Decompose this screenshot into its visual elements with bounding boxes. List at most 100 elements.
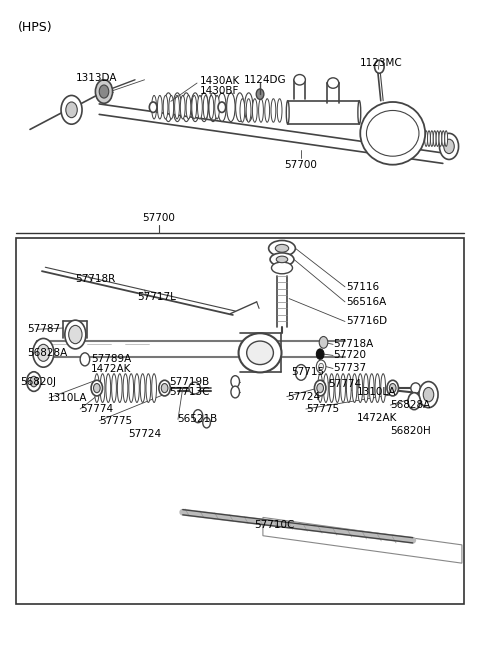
Ellipse shape [203, 96, 208, 119]
Ellipse shape [436, 131, 439, 146]
Circle shape [161, 384, 168, 393]
Circle shape [423, 388, 434, 402]
Ellipse shape [191, 93, 199, 121]
Text: 57724: 57724 [128, 429, 161, 439]
Text: 57700: 57700 [285, 160, 318, 170]
Text: 1430AK: 1430AK [199, 76, 240, 86]
Ellipse shape [134, 374, 139, 403]
Circle shape [65, 320, 86, 349]
Text: 1472AK: 1472AK [91, 364, 132, 374]
Ellipse shape [425, 131, 428, 146]
Circle shape [419, 382, 438, 407]
Circle shape [69, 325, 82, 344]
Ellipse shape [369, 374, 374, 403]
Text: 57716D: 57716D [346, 316, 387, 327]
Text: 57717L: 57717L [137, 292, 176, 302]
Ellipse shape [428, 131, 431, 146]
Circle shape [440, 133, 458, 159]
Ellipse shape [200, 93, 208, 121]
Ellipse shape [146, 374, 151, 403]
Text: 57715: 57715 [291, 367, 324, 377]
Ellipse shape [236, 93, 244, 121]
Ellipse shape [209, 96, 214, 119]
Ellipse shape [192, 96, 197, 119]
Circle shape [231, 376, 240, 388]
Ellipse shape [439, 131, 442, 146]
Ellipse shape [324, 374, 328, 403]
Ellipse shape [352, 374, 357, 403]
Text: 57787: 57787 [28, 324, 61, 335]
Text: 1313DA: 1313DA [75, 73, 117, 83]
Ellipse shape [35, 341, 39, 357]
Ellipse shape [265, 98, 270, 122]
Circle shape [61, 96, 82, 124]
Ellipse shape [364, 374, 368, 403]
Circle shape [37, 344, 49, 361]
Text: 1310LA: 1310LA [357, 387, 396, 397]
Ellipse shape [244, 93, 253, 121]
Text: 57737: 57737 [333, 363, 366, 373]
Circle shape [231, 386, 240, 398]
Ellipse shape [276, 256, 288, 262]
Ellipse shape [276, 245, 288, 252]
Circle shape [319, 363, 324, 370]
Ellipse shape [112, 374, 116, 403]
Text: 1310LA: 1310LA [48, 393, 88, 403]
Bar [16, 238, 464, 604]
Ellipse shape [347, 374, 351, 403]
Ellipse shape [358, 374, 363, 403]
Ellipse shape [327, 78, 339, 89]
Ellipse shape [173, 93, 181, 121]
Ellipse shape [157, 96, 162, 119]
Ellipse shape [256, 341, 260, 357]
Text: 1124DG: 1124DG [244, 75, 287, 85]
Ellipse shape [270, 253, 294, 266]
Ellipse shape [129, 374, 133, 403]
Circle shape [159, 380, 170, 396]
Circle shape [374, 60, 384, 73]
Circle shape [94, 384, 100, 393]
Circle shape [30, 377, 37, 387]
Ellipse shape [247, 341, 274, 365]
Text: 57116: 57116 [346, 282, 379, 292]
Text: 57713C: 57713C [169, 387, 210, 397]
Text: 56516A: 56516A [346, 297, 386, 307]
Ellipse shape [381, 374, 385, 403]
Ellipse shape [106, 374, 111, 403]
Circle shape [316, 349, 324, 359]
Ellipse shape [152, 374, 156, 403]
Text: 1123MC: 1123MC [360, 58, 403, 68]
Ellipse shape [152, 96, 156, 119]
Circle shape [66, 102, 77, 117]
Ellipse shape [100, 374, 105, 403]
Circle shape [295, 365, 307, 380]
Circle shape [256, 89, 264, 99]
Text: 57718A: 57718A [333, 339, 373, 350]
Ellipse shape [246, 98, 251, 122]
Text: 1472AK: 1472AK [357, 413, 397, 423]
Ellipse shape [180, 96, 185, 119]
Circle shape [389, 384, 396, 393]
Circle shape [27, 372, 41, 392]
Circle shape [316, 360, 326, 373]
Ellipse shape [335, 374, 340, 403]
Circle shape [149, 102, 157, 112]
Circle shape [33, 338, 54, 367]
Ellipse shape [209, 93, 217, 121]
Ellipse shape [140, 374, 145, 403]
Ellipse shape [117, 374, 122, 403]
Ellipse shape [271, 98, 276, 122]
Ellipse shape [269, 241, 295, 256]
Circle shape [387, 380, 398, 396]
Ellipse shape [198, 96, 202, 119]
Text: 57718R: 57718R [75, 274, 116, 284]
Text: 57774: 57774 [328, 379, 361, 388]
Circle shape [408, 393, 420, 409]
Ellipse shape [169, 96, 174, 119]
Ellipse shape [360, 102, 425, 165]
Text: 56828A: 56828A [28, 348, 68, 358]
Circle shape [317, 384, 324, 393]
Circle shape [218, 102, 226, 112]
Ellipse shape [163, 96, 168, 119]
Ellipse shape [240, 98, 245, 122]
